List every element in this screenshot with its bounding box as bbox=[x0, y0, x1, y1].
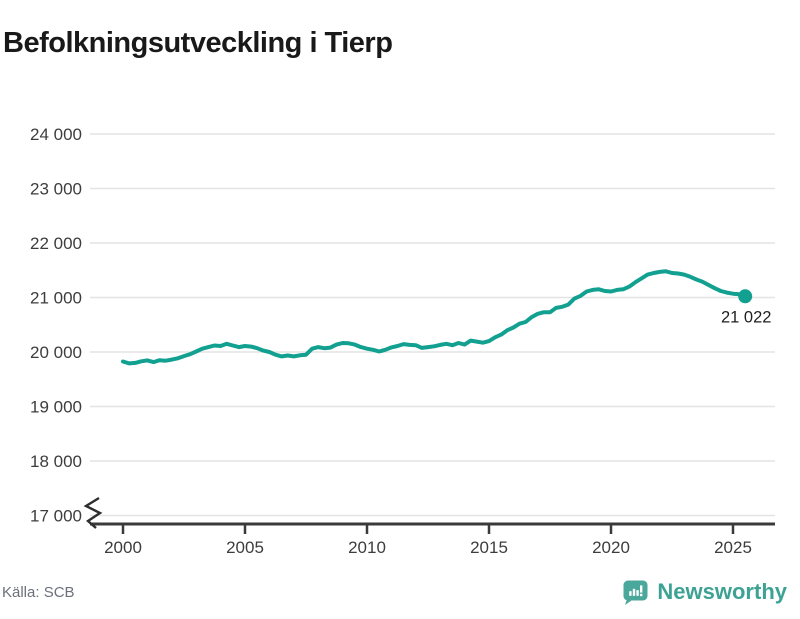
population-chart: 24 000 23 000 22 000 21 000 20 000 19 000 18 0… bbox=[30, 125, 775, 557]
x-tick-label: 2020 bbox=[592, 538, 630, 557]
y-tick-label: 20 000 bbox=[30, 343, 82, 362]
x-tick-label: 2010 bbox=[348, 538, 386, 557]
source-label: Källa: SCB bbox=[2, 583, 75, 601]
end-value-label: 21 022 bbox=[721, 308, 771, 326]
x-tick-label: 2025 bbox=[714, 538, 752, 557]
brand: Newsworthy bbox=[622, 579, 787, 606]
y-tick-label: 19 000 bbox=[30, 397, 82, 416]
page-title: Befolkningsutveckling i Tierp bbox=[3, 27, 393, 60]
end-point-dot bbox=[738, 289, 753, 304]
x-tick-label: 2005 bbox=[226, 538, 264, 557]
y-tick-label: 24 000 bbox=[30, 125, 82, 144]
population-line bbox=[121, 269, 748, 366]
axis-break-icon bbox=[83, 496, 103, 529]
y-tick-label: 18 000 bbox=[30, 452, 82, 471]
x-tick-label: 2000 bbox=[104, 538, 142, 557]
y-tick-label: 17 000 bbox=[30, 506, 82, 525]
newsworthy-logo-icon bbox=[623, 580, 648, 605]
y-tick-label: 22 000 bbox=[30, 234, 82, 253]
x-tick-label: 2015 bbox=[470, 538, 508, 557]
y-tick-label: 23 000 bbox=[30, 179, 82, 198]
chart-footer: Källa: SCB Newsworthy bbox=[0, 573, 800, 619]
brand-name: Newsworthy bbox=[657, 579, 787, 605]
y-tick-label: 21 000 bbox=[30, 288, 82, 307]
logo-bubble-shape bbox=[623, 580, 648, 605]
